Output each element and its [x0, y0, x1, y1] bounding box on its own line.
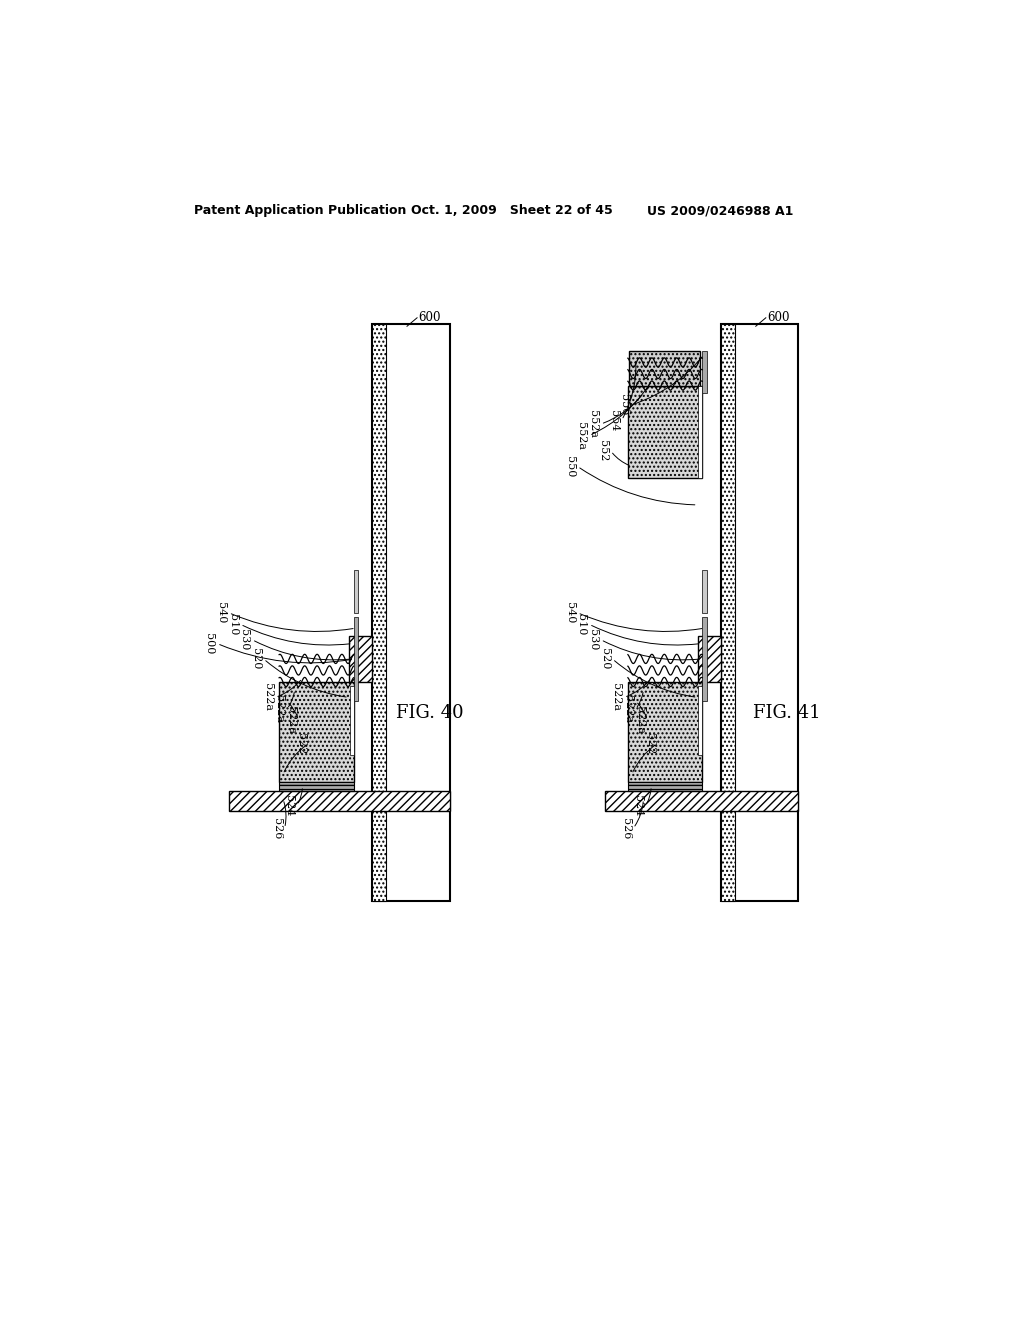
Bar — [353, 570, 358, 612]
Text: 540: 540 — [216, 602, 226, 623]
Text: 552a: 552a — [588, 411, 598, 438]
Text: Patent Application Publication: Patent Application Publication — [194, 205, 407, 218]
Text: 540: 540 — [565, 602, 574, 623]
Bar — [702, 351, 707, 393]
Text: 522a: 522a — [635, 706, 644, 734]
Text: 522a: 522a — [274, 694, 284, 723]
Bar — [698, 385, 702, 478]
Text: 510: 510 — [227, 614, 238, 635]
Text: 522a: 522a — [623, 694, 633, 723]
Text: 550: 550 — [565, 455, 574, 477]
Bar — [630, 351, 700, 385]
Text: 522a: 522a — [262, 684, 272, 711]
Bar — [604, 792, 799, 810]
Text: 530: 530 — [240, 628, 249, 651]
Text: 500: 500 — [205, 632, 214, 655]
Bar — [280, 781, 353, 792]
Text: 524: 524 — [285, 795, 294, 816]
Text: 556: 556 — [618, 395, 629, 416]
Bar — [721, 323, 735, 902]
Bar — [628, 682, 702, 781]
Text: 520: 520 — [600, 648, 609, 669]
Bar — [372, 323, 386, 902]
Text: FIG. 41: FIG. 41 — [753, 704, 820, 722]
Text: FIG. 40: FIG. 40 — [396, 704, 464, 722]
Text: 526: 526 — [271, 817, 282, 840]
Bar — [628, 385, 702, 478]
Text: 600: 600 — [767, 312, 790, 325]
Text: 554: 554 — [609, 409, 618, 430]
Text: 524: 524 — [633, 795, 643, 816]
Text: 520: 520 — [251, 648, 261, 669]
Bar — [349, 636, 372, 682]
Text: 522a: 522a — [286, 706, 296, 734]
Bar — [228, 792, 450, 810]
Bar — [372, 323, 450, 902]
Bar — [353, 616, 358, 701]
Text: 522: 522 — [644, 733, 654, 754]
Text: 522: 522 — [296, 733, 306, 754]
Bar — [628, 781, 702, 792]
Bar — [721, 323, 799, 902]
Bar — [702, 616, 707, 701]
Text: 552: 552 — [598, 441, 608, 462]
Text: 530: 530 — [588, 628, 598, 651]
Text: US 2009/0246988 A1: US 2009/0246988 A1 — [647, 205, 794, 218]
Bar — [698, 686, 702, 755]
Bar — [349, 686, 353, 755]
Text: 600: 600 — [419, 312, 441, 325]
Text: 552a: 552a — [577, 421, 587, 450]
Text: Oct. 1, 2009   Sheet 22 of 45: Oct. 1, 2009 Sheet 22 of 45 — [411, 205, 612, 218]
Bar — [697, 636, 721, 682]
Text: 526: 526 — [621, 817, 631, 840]
Text: 510: 510 — [577, 614, 587, 635]
Bar — [280, 682, 353, 781]
Text: 522a: 522a — [611, 684, 622, 711]
Bar — [702, 570, 707, 612]
